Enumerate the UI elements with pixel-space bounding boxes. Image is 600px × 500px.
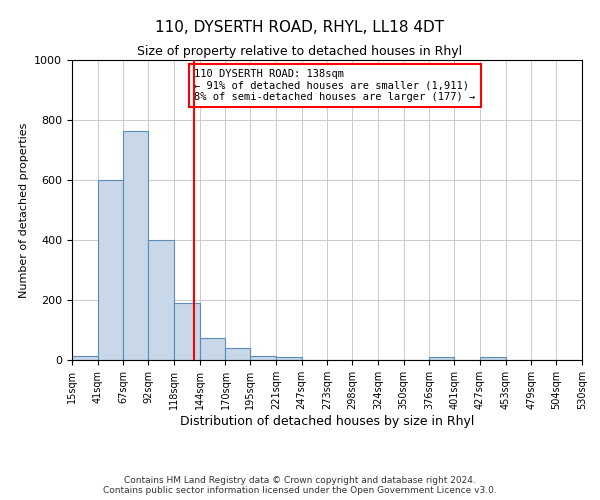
Bar [72, 356, 98, 360]
Text: 110 DYSERTH ROAD: 138sqm
← 91% of detached houses are smaller (1,911)
8% of semi: 110 DYSERTH ROAD: 138sqm ← 91% of detach… [194, 69, 476, 102]
Text: 110, DYSERTH ROAD, RHYL, LL18 4DT: 110, DYSERTH ROAD, RHYL, LL18 4DT [155, 20, 445, 35]
Text: Size of property relative to detached houses in Rhyl: Size of property relative to detached ho… [137, 45, 463, 58]
Bar [148, 240, 174, 360]
X-axis label: Distribution of detached houses by size in Rhyl: Distribution of detached houses by size … [180, 414, 474, 428]
Bar [124, 130, 148, 360]
Bar [226, 348, 250, 360]
Text: Contains HM Land Registry data © Crown copyright and database right 2024.
Contai: Contains HM Land Registry data © Crown c… [103, 476, 497, 495]
Bar [174, 303, 200, 360]
Bar [276, 357, 302, 360]
Bar [250, 356, 276, 360]
Bar [480, 357, 506, 360]
Bar [200, 338, 226, 360]
Bar [98, 180, 124, 360]
Y-axis label: Number of detached properties: Number of detached properties [19, 122, 29, 298]
Bar [430, 357, 454, 360]
